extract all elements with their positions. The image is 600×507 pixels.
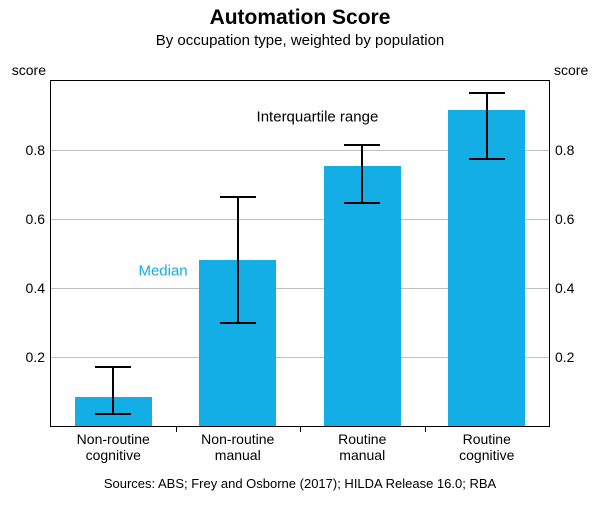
error-cap bbox=[469, 92, 505, 94]
chart-subtitle: By occupation type, weighted by populati… bbox=[0, 30, 600, 49]
x-tick-label: Non-routinemanual bbox=[201, 426, 274, 463]
y-tick-label-left: 0.8 bbox=[26, 142, 51, 158]
y-tick-label-left: 0.2 bbox=[26, 349, 51, 365]
error-bar bbox=[361, 145, 363, 204]
error-cap bbox=[95, 413, 131, 415]
error-bar bbox=[486, 93, 488, 159]
error-cap bbox=[220, 322, 256, 324]
y-tick-label-left: 0.4 bbox=[26, 280, 51, 296]
x-tick-label: Routinecognitive bbox=[459, 426, 514, 463]
error-cap bbox=[220, 196, 256, 198]
y-tick-label-right: 0.8 bbox=[549, 142, 574, 158]
error-cap bbox=[344, 202, 380, 204]
sources-text: Sources: ABS; Frey and Osborne (2017); H… bbox=[0, 476, 600, 491]
error-cap bbox=[95, 366, 131, 368]
y-axis-title-left: score bbox=[12, 62, 50, 78]
error-cap bbox=[344, 144, 380, 146]
error-bar bbox=[237, 197, 239, 323]
bar bbox=[324, 166, 401, 426]
chart-container: Automation Score By occupation type, wei… bbox=[0, 0, 600, 507]
x-tick-mark bbox=[425, 426, 426, 432]
plot-wrapper: score score 0.20.20.40.40.60.60.80.8Non-… bbox=[50, 80, 550, 427]
y-tick-label-right: 0.4 bbox=[549, 280, 574, 296]
x-tick-mark bbox=[176, 426, 177, 432]
y-axis-title-right: score bbox=[550, 62, 588, 78]
y-tick-label-right: 0.6 bbox=[549, 211, 574, 227]
chart-title: Automation Score bbox=[0, 0, 600, 30]
x-tick-label: Non-routinecognitive bbox=[77, 426, 150, 463]
x-tick-label: Routinemanual bbox=[338, 426, 386, 463]
annotation-label: Median bbox=[138, 262, 187, 279]
y-tick-label-left: 0.6 bbox=[26, 211, 51, 227]
annotation-label: Interquartile range bbox=[257, 109, 379, 126]
y-tick-label-right: 0.2 bbox=[549, 349, 574, 365]
error-bar bbox=[112, 367, 114, 414]
error-cap bbox=[469, 158, 505, 160]
x-tick-mark bbox=[300, 426, 301, 432]
plot-area: 0.20.20.40.40.60.60.80.8Non-routinecogni… bbox=[50, 80, 550, 427]
